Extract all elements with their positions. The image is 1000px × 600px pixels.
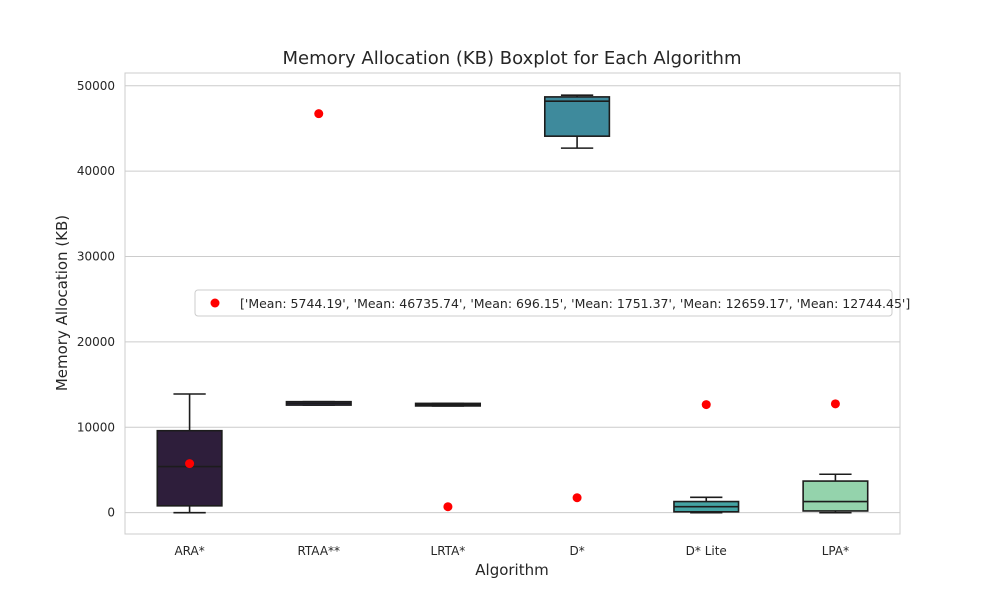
mean-marker <box>572 493 582 503</box>
box-group <box>543 94 611 149</box>
x-tick-label: ARA* <box>174 544 204 558</box>
x-axis-label: Algorithm <box>475 561 548 579</box>
box-iqr <box>156 429 223 507</box>
box-iqr <box>543 96 611 137</box>
mean-marker <box>443 502 453 512</box>
x-tick-label: RTAA** <box>297 544 340 558</box>
box-group <box>156 393 223 514</box>
gridlines <box>125 85 900 514</box>
box-group <box>285 400 352 406</box>
x-tick-label: D* Lite <box>686 544 727 558</box>
mean-marker <box>701 400 711 410</box>
x-tick-labels: ARA* RTAA** LRTA* D* D* Lite LPA* <box>174 544 849 558</box>
x-tick-label: LRTA* <box>431 544 466 558</box>
y-tick-labels: 0 10000 20000 30000 40000 50000 <box>77 79 115 520</box>
box-group <box>802 473 869 514</box>
box-iqr <box>802 480 869 512</box>
box-group <box>414 402 482 407</box>
legend-box <box>194 289 893 317</box>
legend-label: ['Mean: 5744.19', 'Mean: 46735.74', 'Mea… <box>240 296 910 311</box>
x-tick-label: LPA* <box>822 544 849 558</box>
mean-marker <box>830 399 840 409</box>
boxes-layer <box>156 94 869 514</box>
legend: ['Mean: 5744.19', 'Mean: 46735.74', 'Mea… <box>194 289 910 317</box>
means-layer <box>185 109 840 512</box>
legend-marker <box>210 298 220 308</box>
y-tick-label: 0 <box>107 506 115 520</box>
y-tick-label: 50000 <box>77 79 115 93</box>
y-axis-label: Memory Allocation (KB) <box>53 215 71 391</box>
y-tick-label: 10000 <box>77 420 115 434</box>
box-group <box>673 496 740 514</box>
chart-title: Memory Allocation (KB) Boxplot for Each … <box>282 48 741 69</box>
y-tick-label: 30000 <box>77 250 115 264</box>
x-tick-label: D* <box>569 544 584 558</box>
mean-marker <box>185 459 195 469</box>
y-tick-label: 40000 <box>77 164 115 178</box>
mean-marker <box>314 109 324 119</box>
y-tick-label: 20000 <box>77 335 115 349</box>
